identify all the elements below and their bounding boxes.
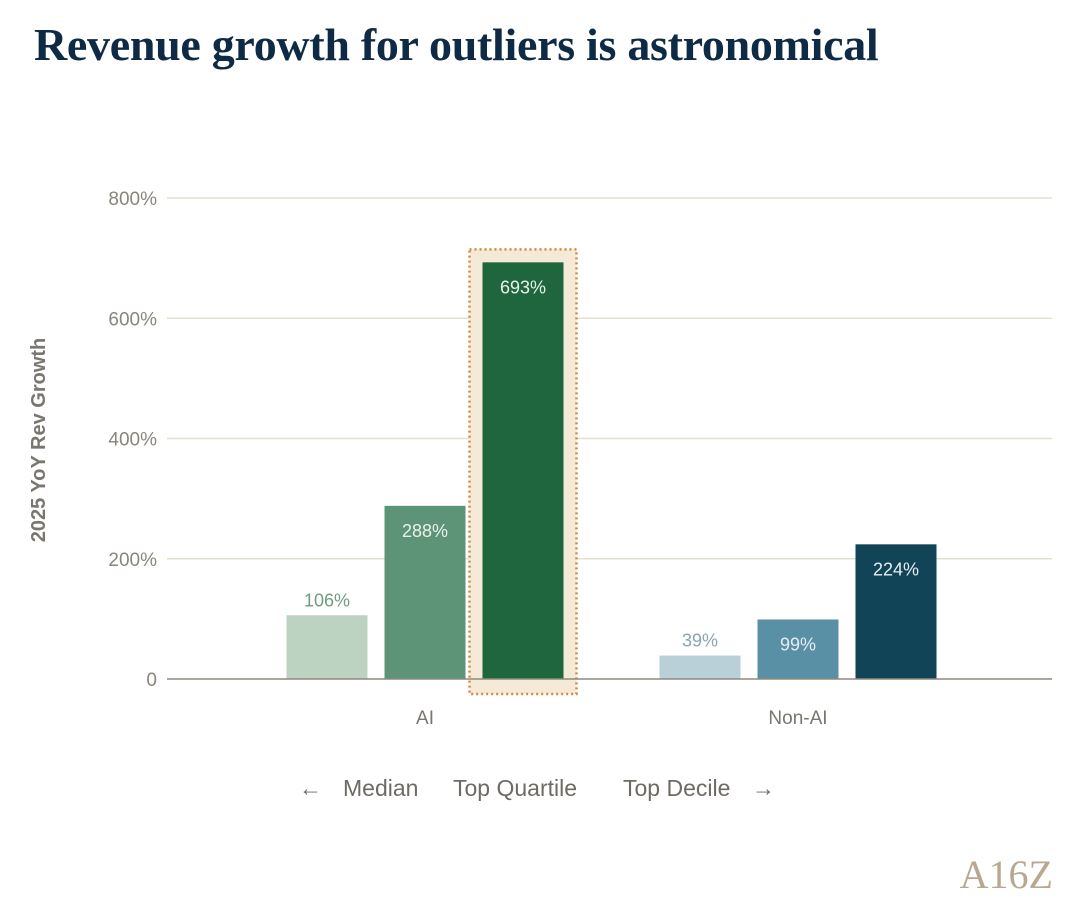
legend-left-arrow: ← <box>299 775 322 801</box>
bar-non-ai-median <box>659 655 741 679</box>
data-label: 288% <box>402 521 448 541</box>
y-tick-label: 400% <box>108 430 157 451</box>
bar-non-ai-top-quartile <box>757 619 839 679</box>
y-tick-label: 600% <box>108 309 157 330</box>
data-label: 693% <box>500 277 546 297</box>
y-tick-label: 800% <box>108 189 157 210</box>
data-label: 99% <box>780 634 816 654</box>
bars <box>286 262 937 679</box>
bar-non-ai-top-decile <box>855 544 937 679</box>
y-tick-label: 0 <box>146 670 157 691</box>
data-label: 224% <box>873 559 919 579</box>
a16z-logo: A16Z <box>960 852 1053 897</box>
axes: 0 200% 400% 600% 800% AI Non-AI <box>108 189 1052 729</box>
bar-ai-median <box>286 615 368 679</box>
x-tick-label: AI <box>416 708 434 729</box>
x-tick-label: Non-AI <box>768 708 827 729</box>
legend: ← Median Top Quartile Top Decile → <box>299 775 775 801</box>
legend-median: Median <box>343 775 418 801</box>
data-label: 39% <box>682 631 718 651</box>
bar-ai-top-quartile <box>384 505 466 679</box>
data-labels: 106% 288% 693% 39% 99% 224% <box>304 277 919 654</box>
y-tick-label: 200% <box>108 550 157 571</box>
gridlines <box>167 197 1052 560</box>
data-label: 106% <box>304 590 350 610</box>
chart-title: Revenue growth for outliers is astronomi… <box>34 19 879 70</box>
legend-top-decile: Top Decile <box>623 775 730 801</box>
y-axis-label: 2025 YoY Rev Growth <box>28 338 50 543</box>
legend-top-quartile: Top Quartile <box>453 775 577 801</box>
legend-right-arrow: → <box>752 775 775 801</box>
bar-ai-top-decile <box>482 262 564 679</box>
